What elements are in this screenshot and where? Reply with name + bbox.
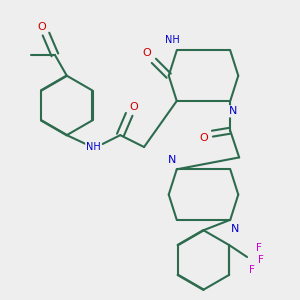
Text: F: F (257, 255, 263, 265)
Text: NH: NH (86, 142, 101, 152)
Text: O: O (37, 22, 46, 32)
Text: O: O (142, 48, 151, 59)
Text: F: F (256, 243, 262, 253)
Text: N: N (230, 224, 239, 234)
Text: N: N (229, 106, 237, 116)
Text: O: O (199, 133, 208, 143)
Text: F: F (249, 266, 254, 275)
Text: NH: NH (165, 35, 180, 45)
Text: O: O (129, 102, 138, 112)
Text: N: N (168, 155, 176, 165)
